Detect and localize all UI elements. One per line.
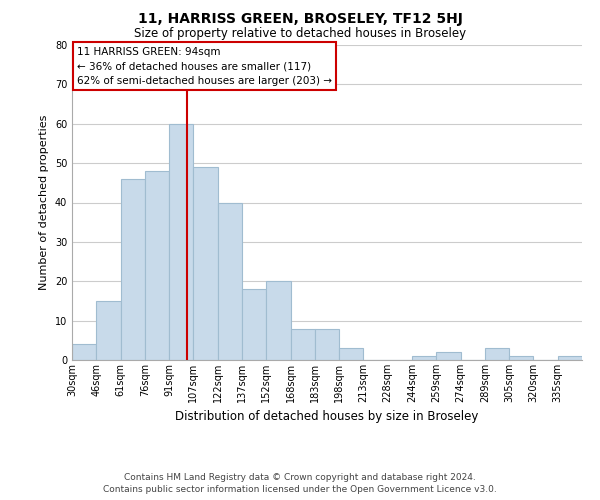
X-axis label: Distribution of detached houses by size in Broseley: Distribution of detached houses by size … [175,410,479,424]
Bar [121,179,145,360]
Text: Contains HM Land Registry data © Crown copyright and database right 2024.
Contai: Contains HM Land Registry data © Crown c… [103,472,497,494]
Text: 11, HARRISS GREEN, BROSELEY, TF12 5HJ: 11, HARRISS GREEN, BROSELEY, TF12 5HJ [137,12,463,26]
Bar [485,348,509,360]
Bar [218,202,242,360]
Bar [96,301,121,360]
Text: 11 HARRISS GREEN: 94sqm
← 36% of detached houses are smaller (117)
62% of semi-d: 11 HARRISS GREEN: 94sqm ← 36% of detache… [77,46,332,86]
Bar [412,356,436,360]
Bar [193,167,218,360]
Text: Size of property relative to detached houses in Broseley: Size of property relative to detached ho… [134,28,466,40]
Bar [509,356,533,360]
Bar [436,352,461,360]
Bar [266,281,290,360]
Bar [339,348,364,360]
Bar [169,124,193,360]
Bar [315,328,339,360]
Bar [145,171,169,360]
Bar [72,344,96,360]
Bar [290,328,315,360]
Bar [558,356,582,360]
Bar [242,289,266,360]
Y-axis label: Number of detached properties: Number of detached properties [39,115,49,290]
